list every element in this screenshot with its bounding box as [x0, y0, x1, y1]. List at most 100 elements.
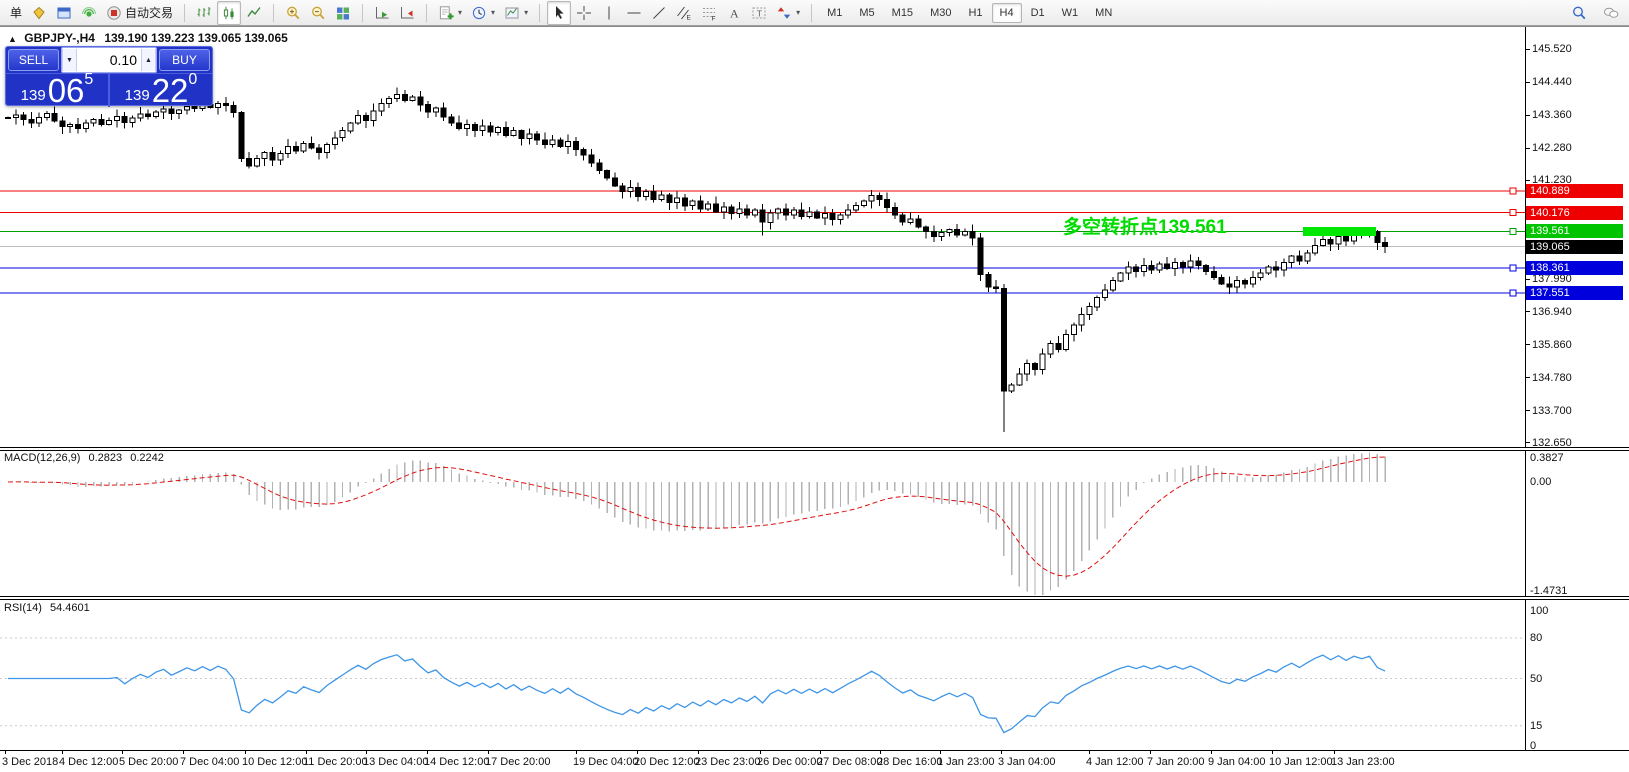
volume-input[interactable] — [77, 51, 141, 69]
buy-price-big: 22 — [151, 72, 189, 109]
label-button[interactable]: T — [747, 1, 771, 25]
timeframe-W1-button[interactable]: W1 — [1061, 6, 1079, 19]
candle — [1000, 287, 1007, 392]
fibonacci-button[interactable]: F — [697, 1, 721, 25]
candlestick-button[interactable] — [217, 0, 242, 25]
timeframe-M1-button[interactable]: M1 — [827, 6, 843, 19]
timeframe-H1-button[interactable]: H1 — [968, 6, 983, 19]
periods-button[interactable]: ▾ — [467, 1, 499, 25]
line-handle[interactable] — [1509, 289, 1517, 297]
candle — [681, 197, 688, 207]
candle — [1218, 277, 1225, 285]
candle — [1280, 261, 1287, 271]
templates-icon — [505, 7, 519, 18]
candle — [891, 206, 898, 216]
rsi-value: 54.4601 — [49, 602, 90, 614]
search-button[interactable] — [1567, 1, 1591, 25]
timeframe-D1-button[interactable]: D1 — [1030, 6, 1045, 19]
new-order-button-label: 单 — [10, 6, 23, 20]
dropdown-caret-icon[interactable]: ▾ — [491, 8, 496, 17]
vertical-line-button[interactable] — [597, 1, 621, 25]
indicators-button[interactable]: ▾ — [434, 1, 466, 25]
sell-price[interactable]: 139 06 5 — [6, 72, 110, 107]
auto-scroll-button[interactable] — [370, 1, 394, 25]
candle — [1335, 235, 1342, 245]
dropdown-caret-icon[interactable]: ▾ — [796, 8, 801, 17]
volume-increase-button[interactable]: ▲ — [141, 49, 156, 71]
crosshair-button[interactable] — [572, 1, 596, 25]
line-chart-icon — [247, 6, 261, 17]
timeframe-MN-button[interactable]: MN — [1095, 6, 1113, 19]
candle — [689, 200, 696, 207]
horizontal-line-button[interactable] — [622, 1, 646, 25]
zoom-out-button[interactable] — [306, 1, 330, 25]
gold-button[interactable] — [27, 1, 51, 25]
symbol-marker-icon: ▲ — [8, 34, 17, 44]
sell-button[interactable]: SELL — [8, 49, 59, 71]
volume-decrease-button[interactable]: ▼ — [62, 49, 77, 71]
candle — [860, 200, 867, 207]
chart-shift-button[interactable] — [395, 1, 419, 25]
new-order-button[interactable]: 单 — [6, 1, 26, 25]
buy-price[interactable]: 139 22 0 — [110, 72, 212, 109]
timeframe-M30-button[interactable]: M30 — [930, 6, 952, 19]
candle — [1101, 289, 1108, 299]
chat-button[interactable] — [1599, 1, 1623, 25]
candle — [837, 214, 844, 220]
price-line-badge: 138.361 — [1526, 261, 1623, 276]
time-tick-mark — [122, 751, 123, 754]
bar-chart-button[interactable] — [192, 1, 216, 25]
price-tick-label: 143.360 — [1532, 109, 1572, 122]
candle — [961, 231, 968, 236]
time-label: 4 Jan 12:00 — [1086, 756, 1144, 768]
rsi-scale-tick: 100 — [1530, 605, 1549, 617]
arrows-button[interactable]: ▾ — [772, 1, 804, 25]
text-button[interactable]: A — [722, 1, 746, 25]
timeframe-M15-button[interactable]: M15 — [891, 6, 914, 19]
candle — [292, 145, 299, 152]
cursor-button[interactable] — [547, 0, 572, 25]
candle — [541, 139, 548, 146]
candle — [510, 130, 517, 136]
pivot-annotation-text[interactable]: 多空转折点139.561 — [1063, 217, 1227, 238]
price-tick-label: 132.650 — [1532, 436, 1572, 449]
line-handle[interactable] — [1509, 227, 1517, 235]
panel-separator[interactable] — [0, 596, 1629, 600]
time-label: 10 Dec 12:00 — [242, 756, 308, 768]
line-handle[interactable] — [1509, 187, 1517, 195]
trendline-button[interactable] — [647, 1, 671, 25]
line-handle[interactable] — [1509, 264, 1517, 272]
line-handle[interactable] — [1509, 209, 1517, 217]
macd-indicator-panel[interactable] — [0, 451, 1525, 596]
candle — [1265, 266, 1272, 274]
rsi-indicator-panel[interactable] — [0, 600, 1525, 750]
charts-window-button[interactable] — [52, 1, 76, 25]
zoom-in-icon — [287, 6, 300, 19]
dropdown-caret-icon[interactable]: ▾ — [524, 8, 529, 17]
candle — [977, 237, 984, 276]
time-label: 27 Dec 08:00 — [817, 756, 883, 768]
timeframe-H4-button[interactable]: H4 — [991, 2, 1022, 23]
candle — [969, 231, 976, 239]
templates-button[interactable]: ▾ — [500, 1, 532, 25]
autotrade-button[interactable]: 自动交易 — [102, 1, 177, 25]
candle — [526, 133, 533, 139]
panel-separator[interactable] — [0, 447, 1629, 451]
main-price-chart[interactable] — [0, 27, 1525, 447]
buy-button[interactable]: BUY — [159, 49, 210, 71]
dropdown-caret-icon[interactable]: ▾ — [458, 8, 463, 17]
time-tick-mark — [1001, 751, 1002, 754]
timeframe-M5-button[interactable]: M5 — [859, 6, 875, 19]
candle — [355, 115, 362, 124]
candle — [230, 105, 237, 114]
signal-button[interactable] — [77, 1, 101, 25]
time-label: 7 Jan 20:00 — [1147, 756, 1205, 768]
candle — [479, 125, 486, 131]
channel-button[interactable]: E — [672, 1, 696, 25]
line-chart-button[interactable] — [242, 1, 266, 25]
candle — [798, 209, 805, 217]
highlight-bar-object[interactable] — [1303, 226, 1376, 236]
zoom-in-button[interactable] — [281, 1, 305, 25]
tile-windows-button[interactable] — [331, 1, 355, 25]
candle — [417, 96, 424, 106]
